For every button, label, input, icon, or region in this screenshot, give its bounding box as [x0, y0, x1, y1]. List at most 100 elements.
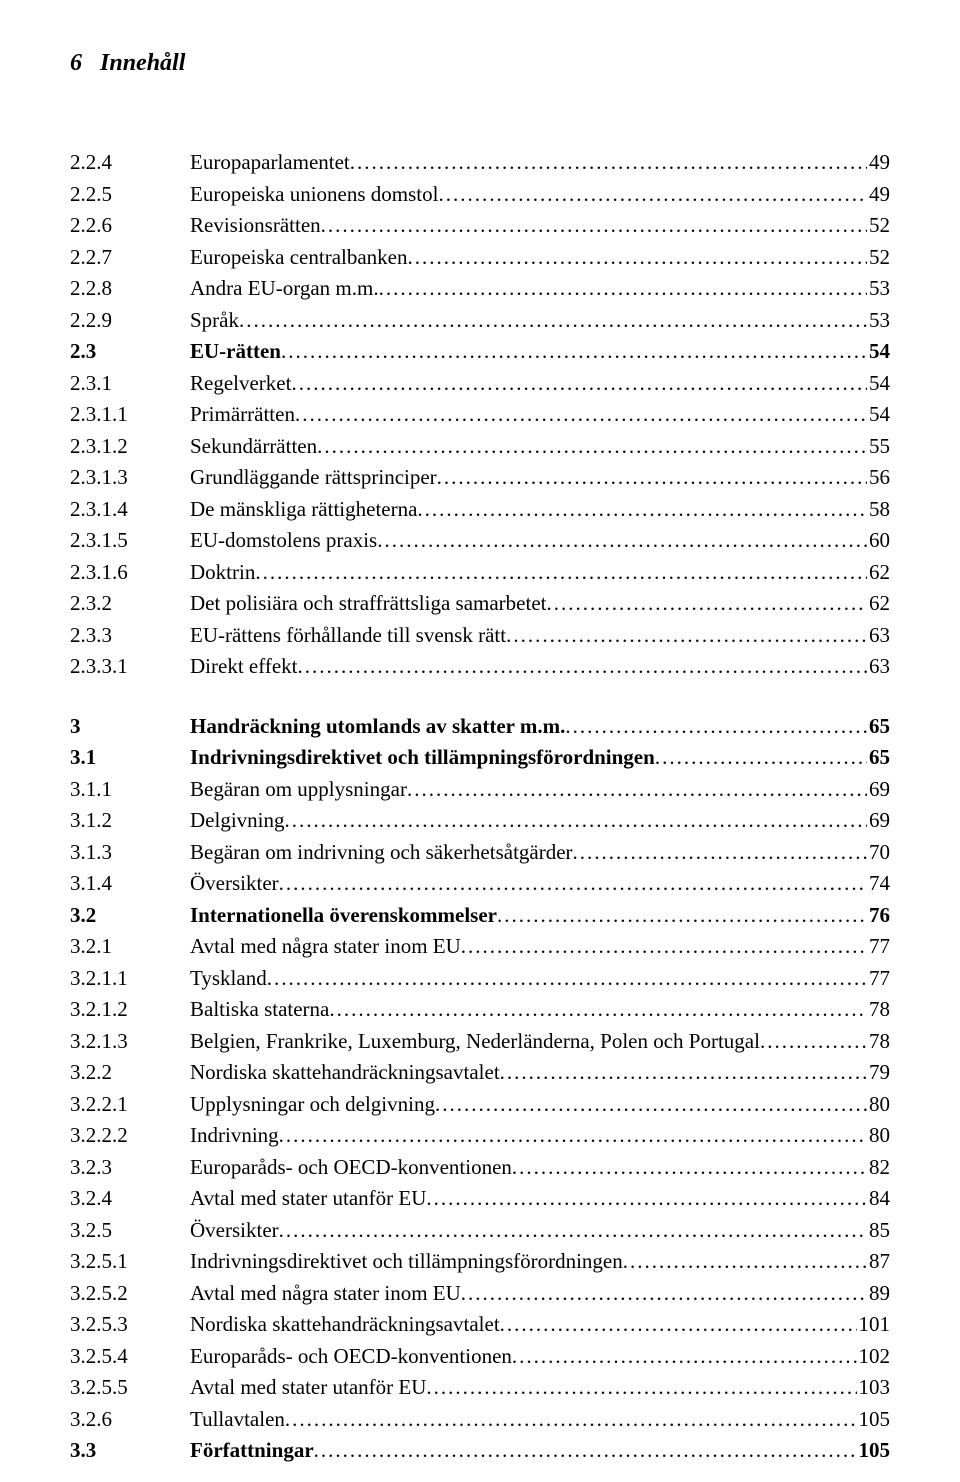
toc-leader-dots	[500, 1057, 867, 1089]
toc-section-number: 2.2.9	[70, 305, 190, 337]
toc-section-label: Internationella överenskommelser	[190, 900, 497, 932]
toc-section-label: Begäran om upplysningar	[190, 774, 407, 806]
toc-page-number: 53	[867, 305, 890, 337]
toc-section-number: 2.3.1.3	[70, 462, 190, 494]
toc-entry: 2.3.3EU-rättens förhållande till svensk …	[70, 620, 890, 652]
toc-leader-dots	[573, 837, 867, 869]
toc-page-number: 49	[867, 179, 890, 211]
toc-leader-dots	[655, 742, 867, 774]
toc-entry: 3.2.2Nordiska skattehandräckningsavtalet…	[70, 1057, 890, 1089]
toc-entry: 2.3.1.5EU-domstolens praxis60	[70, 525, 890, 557]
toc-page-number: 79	[867, 1057, 890, 1089]
toc-page-number: 70	[867, 837, 890, 869]
toc-entry: 2.2.4Europaparlamentet49	[70, 147, 890, 179]
toc-section-number: 2.2.5	[70, 179, 190, 211]
toc-entry: 3.1.4Översikter74	[70, 868, 890, 900]
toc-entry: 2.3.2Det polisiära och straffrättsliga s…	[70, 588, 890, 620]
toc-section-label: Författningar	[190, 1435, 314, 1467]
toc-leader-dots	[291, 368, 867, 400]
toc-section-label: Avtal med några stater inom EU	[190, 1278, 461, 1310]
toc-page-number: 80	[867, 1120, 890, 1152]
toc-section-label: EU-rättens förhållande till svensk rätt	[190, 620, 506, 652]
toc-leader-dots	[437, 462, 867, 494]
page-header: 6 Innehåll	[70, 50, 890, 77]
toc-leader-dots	[435, 1089, 867, 1121]
toc-section-label: Grundläggande rättsprinciper	[190, 462, 437, 494]
toc-page-number: 69	[867, 805, 890, 837]
toc-entry: 2.2.6Revisionsrätten52	[70, 210, 890, 242]
toc-leader-dots	[426, 1183, 867, 1215]
toc-leader-dots	[285, 805, 868, 837]
toc-section-label: Avtal med stater utanför EU	[190, 1372, 426, 1404]
toc-section-number: 2.3.1.5	[70, 525, 190, 557]
toc-leader-dots	[379, 273, 867, 305]
toc-section-number: 3.2.4	[70, 1183, 190, 1215]
toc-leader-dots	[279, 868, 867, 900]
toc-section-number: 2.3.1.1	[70, 399, 190, 431]
toc-page-number: 52	[867, 242, 890, 274]
toc-section-label: Delgivning	[190, 805, 285, 837]
toc-leader-dots	[546, 588, 867, 620]
toc-page-number: 63	[867, 651, 890, 683]
toc-section-label: Baltiska staterna	[190, 994, 329, 1026]
toc-section-label: Nordiska skattehandräckningsavtalet	[190, 1309, 500, 1341]
toc-section-label: Avtal med några stater inom EU	[190, 931, 461, 963]
toc-entry: 2.3.1.6Doktrin62	[70, 557, 890, 589]
toc-section-label: Avtal med stater utanför EU	[190, 1183, 426, 1215]
section-gap	[70, 683, 890, 711]
toc-section-number: 3.2.1.2	[70, 994, 190, 1026]
toc-section-number: 3.2.2.2	[70, 1120, 190, 1152]
toc-entry: 3Handräckning utomlands av skatter m.m. …	[70, 711, 890, 743]
toc-section-number: 3.2.2	[70, 1057, 190, 1089]
toc-page-number: 52	[867, 210, 890, 242]
page-title: Innehåll	[100, 50, 185, 76]
toc-entry: 2.2.9Språk53	[70, 305, 890, 337]
toc-section-number: 3.2.5.3	[70, 1309, 190, 1341]
toc-entry: 2.3.1Regelverket54	[70, 368, 890, 400]
toc-entry: 2.3EU-rätten54	[70, 336, 890, 368]
toc-section-label: Begäran om indrivning och säkerhetsåtgär…	[190, 837, 573, 869]
toc-leader-dots	[623, 1246, 867, 1278]
toc-page-number: 62	[867, 588, 890, 620]
toc-leader-dots	[281, 336, 867, 368]
toc-page-number: 89	[867, 1278, 890, 1310]
page-number: 6	[70, 50, 82, 76]
toc-page-number: 77	[867, 931, 890, 963]
toc-entry: 3.2.1.3Belgien, Frankrike, Luxemburg, Ne…	[70, 1026, 890, 1058]
toc-page-number: 74	[867, 868, 890, 900]
toc-page-number: 76	[867, 900, 890, 932]
toc-leader-dots	[279, 1120, 867, 1152]
toc-section-label: Det polisiära och straffrättsliga samarb…	[190, 588, 546, 620]
toc-section-label: Tyskland	[190, 963, 267, 995]
toc-page-number: 53	[867, 273, 890, 305]
toc-entry: 3.1.3Begäran om indrivning och säkerhets…	[70, 837, 890, 869]
toc-page-number: 65	[867, 742, 890, 774]
toc-leader-dots	[565, 711, 867, 743]
toc-section-label: Sekundärrätten	[190, 431, 317, 463]
toc-section-number: 3.2.2.1	[70, 1089, 190, 1121]
toc-section-number: 3.1.3	[70, 837, 190, 869]
toc-section-label: Upplysningar och delgivning	[190, 1089, 435, 1121]
toc-entry: 3.2.5.3Nordiska skattehandräckningsavtal…	[70, 1309, 890, 1341]
toc-entry: 3.2.3Europaråds- och OECD-konventionen82	[70, 1152, 890, 1184]
toc-entry: 3.1.1Begäran om upplysningar69	[70, 774, 890, 806]
toc-entry: 3.3Författningar105	[70, 1435, 890, 1467]
toc-section-number: 2.2.8	[70, 273, 190, 305]
toc-leader-dots	[461, 931, 867, 963]
toc-section-number: 2.2.7	[70, 242, 190, 274]
toc-entry: 2.3.1.2Sekundärrätten55	[70, 431, 890, 463]
toc-section-label: Andra EU-organ m.m.	[190, 273, 379, 305]
toc-section-number: 2.3.1.6	[70, 557, 190, 589]
toc-leader-dots	[285, 1404, 857, 1436]
toc-entry: 3.2.5.2Avtal med några stater inom EU89	[70, 1278, 890, 1310]
toc-entry: 3.2.5.1Indrivningsdirektivet och tillämp…	[70, 1246, 890, 1278]
toc-leader-dots	[297, 651, 867, 683]
toc-leader-dots	[239, 305, 867, 337]
toc-leader-dots	[321, 210, 867, 242]
toc-page-number: 69	[867, 774, 890, 806]
toc-page-number: 49	[867, 147, 890, 179]
document-page: 6 Innehåll 2.2.4Europaparlamentet492.2.5…	[0, 0, 960, 1482]
toc-page-number: 55	[867, 431, 890, 463]
toc-leader-dots	[314, 1435, 857, 1467]
toc-page-number: 78	[867, 1026, 890, 1058]
